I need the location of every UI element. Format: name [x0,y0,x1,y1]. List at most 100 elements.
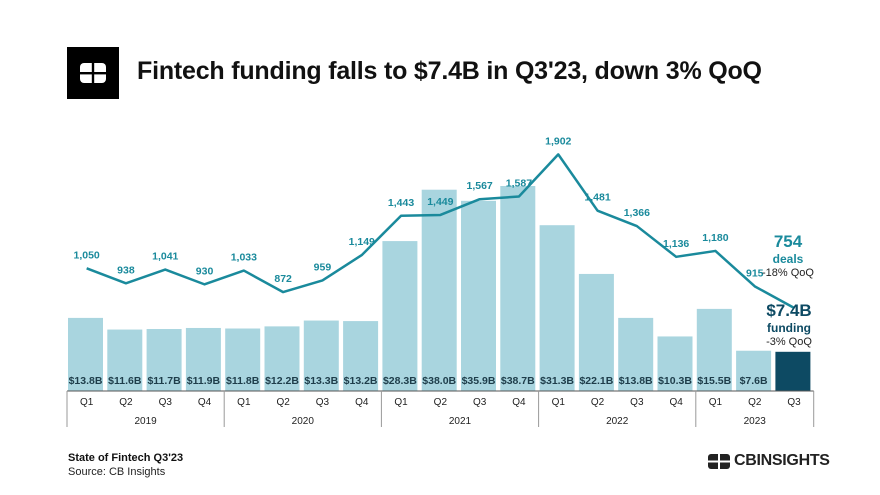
deals-point-label: 938 [117,264,135,276]
footer-source: Source: CB Insights [68,466,166,478]
deals-label: deals [773,252,804,266]
cbinsights-brand: CBINSIGHTS [708,452,830,470]
funding-bar-label: $38.0B [422,375,456,387]
deals-point-label: 1,587 [506,178,532,190]
quarter-tick-label: Q2 [748,397,762,408]
funding-bar-label: $11.9B [187,375,221,387]
year-tick-label: 2021 [449,416,472,427]
funding-bar [225,328,261,391]
funding-bar [618,317,654,391]
deals-point-label: 1,449 [427,196,453,208]
cb-logo [67,47,119,99]
quarter-tick-label: Q3 [316,397,330,408]
quarter-tick-label: Q4 [355,397,369,408]
year-tick-label: 2022 [606,416,629,427]
funding-bar [68,317,103,391]
funding-bar [185,327,221,391]
quarter-tick-label: Q1 [394,397,408,408]
funding-change: -3% QoQ [766,336,812,348]
funding-bar-label: $13.8B [619,375,653,387]
funding-bar-label: $13.8B [69,375,103,387]
funding-bar-label: $12.2B [265,375,299,387]
deals-point-label: 1,050 [74,249,100,261]
line-labels-layer: 1,050 938 1,041 930 1,033 872 959 1,149 1,443 1,4… [74,135,764,285]
funding-bar-label: $10.3B [658,375,692,387]
funding-bar [696,308,732,391]
year-tick-label: 2019 [134,416,157,427]
quarter-tick-label: Q2 [591,397,605,408]
funding-bar [775,351,811,391]
deals-change: -18% QoQ [762,267,814,279]
quarter-tick-label: Q3 [630,397,644,408]
deals-point-label: 872 [274,273,292,285]
funding-value: $7.4B [766,301,811,320]
funding-bar [500,186,536,391]
deals-point-label: 1,902 [545,135,571,147]
funding-bar [146,329,182,391]
quarter-tick-label: Q3 [159,397,173,408]
deals-point-label: 959 [314,261,332,273]
deals-value: 754 [774,232,803,251]
year-tick-label: 2020 [292,416,315,427]
brand-wordmark: CBINSIGHTS [734,452,830,469]
year-tick-label: 2023 [744,416,767,427]
summary-annotations: 754 deals -18% QoQ $7.4B funding -3% QoQ [762,232,814,348]
funding-bar [107,329,143,391]
quarter-tick-label: Q1 [237,397,251,408]
funding-bar [382,241,418,391]
funding-bar [421,189,457,391]
funding-bar-label: $7.6B [740,375,768,387]
cbinsights-logo-icon [708,453,730,469]
deals-point-label: 1,180 [702,232,728,244]
quarter-tick-label: Q4 [198,397,212,408]
funding-bar-label: $35.9B [462,375,496,387]
quarter-tick-label: Q2 [276,397,290,408]
funding-bar-label: $11.6B [108,375,142,387]
funding-bar-label: $11.7B [147,375,181,387]
bar-labels-layer: $13.8B $11.6B $11.7B $11.9B $11.8B $12.2B $13.… [69,375,768,387]
footer-report-title: State of Fintech Q3'23 [68,452,184,464]
quarter-tick-label: Q4 [512,397,526,408]
funding-label: funding [767,321,811,335]
funding-bar-label: $38.7B [501,375,535,387]
funding-bar [303,320,339,391]
line-layer [86,153,795,309]
funding-bar [736,350,772,391]
funding-bar-label: $22.1B [579,375,613,387]
funding-bar [539,225,575,391]
funding-bar [657,336,693,391]
deals-point-label: 915 [746,267,764,279]
funding-bar [578,273,614,391]
deals-line [86,153,795,309]
funding-bar-label: $13.2B [344,375,378,387]
quarter-tick-label: Q2 [434,397,448,408]
funding-bar [343,321,379,391]
funding-bar [461,200,496,391]
funding-bar-label: $13.3B [304,375,338,387]
funding-bar-label: $31.3B [540,375,574,387]
deals-point-label: 1,033 [231,252,257,264]
funding-bar-label: $28.3B [383,375,417,387]
deals-point-label: 1,366 [624,207,650,219]
quarter-tick-label: Q1 [709,397,723,408]
funding-bar-label: $11.8B [226,375,260,387]
deals-point-label: 930 [196,265,214,277]
deals-point-label: 1,149 [349,236,375,248]
cb-logo-icon [80,63,106,83]
quarter-tick-label: Q2 [119,397,133,408]
x-axis: Q1 Q2 Q3 Q4 Q1 Q2 Q3 Q4 Q1 Q2 Q3 Q4 Q1 Q2 Q3 Q4 Q1 Q2 Q320… [66,390,815,427]
funding-bar [264,326,300,391]
quarter-tick-label: Q4 [669,397,683,408]
deals-point-label: 1,041 [152,251,178,263]
deals-point-label: 1,136 [663,238,689,250]
page-title: Fintech funding falls to $7.4B in Q3'23,… [137,57,762,85]
funding-deals-chart: $13.8B $11.6B $11.7B $11.9B $11.8B $12.2B $13.… [66,135,815,427]
quarter-tick-label: Q3 [473,397,487,408]
funding-bar-label: $15.5B [697,375,731,387]
quarter-tick-label: Q3 [787,397,801,408]
quarter-tick-label: Q1 [80,397,94,408]
quarter-tick-label: Q1 [552,397,566,408]
deals-point-label: 1,481 [584,192,610,204]
deals-point-label: 1,567 [467,180,493,192]
deals-point-label: 1,443 [388,197,414,209]
